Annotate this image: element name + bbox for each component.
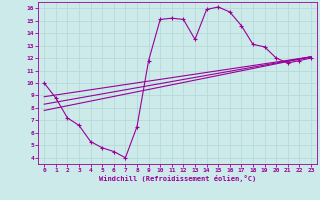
X-axis label: Windchill (Refroidissement éolien,°C): Windchill (Refroidissement éolien,°C) xyxy=(99,175,256,182)
